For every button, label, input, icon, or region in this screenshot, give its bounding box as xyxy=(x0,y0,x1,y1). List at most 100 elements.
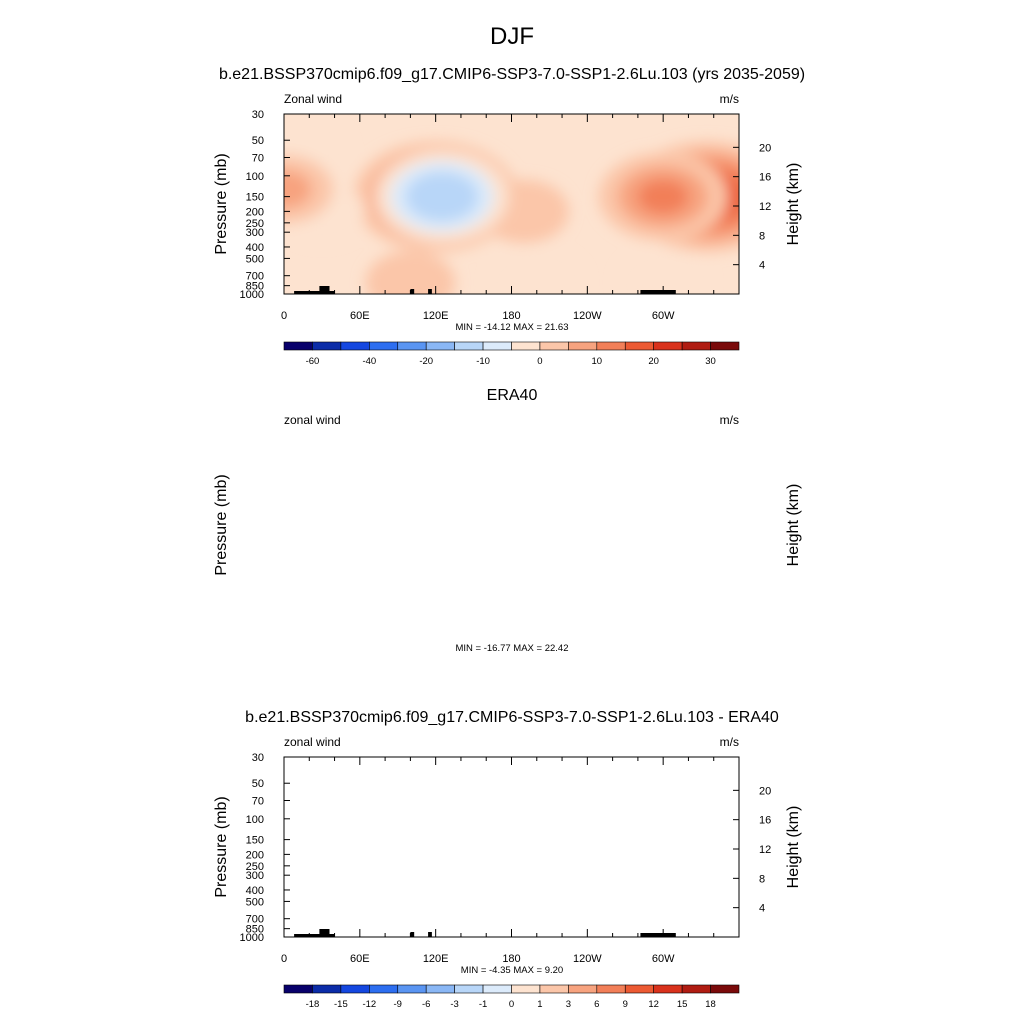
y2-tick-label: 20 xyxy=(759,785,771,797)
contour-blob xyxy=(420,182,464,212)
y2-tick-label: 8 xyxy=(759,873,765,885)
x-tick-label: 0 xyxy=(281,953,287,965)
contour-blob xyxy=(368,888,453,948)
contour-blob xyxy=(524,852,614,915)
topography-block xyxy=(329,291,335,294)
colorbar-box xyxy=(425,984,455,994)
y-tick-label: 400 xyxy=(246,242,264,254)
x-tick-label: 180 xyxy=(502,953,520,965)
colorbar: -18 -15 -12 -9 -6 -3 -1 0 1 3 6 9 12 15 18 xyxy=(283,984,740,1010)
contour-field xyxy=(284,114,739,294)
y-tick-label: 500 xyxy=(246,896,264,908)
colorbar-box xyxy=(653,341,683,351)
panel-title: b.e21.BSSP370cmip6.f09_g17.CMIP6-SSP3-7.… xyxy=(245,709,779,726)
colorbar-box xyxy=(369,341,399,351)
y-axis-label: Pressure (mb) xyxy=(213,796,230,897)
y-tick-label: 400 xyxy=(246,885,264,897)
colorbar-box xyxy=(596,341,626,351)
colorbar-label: 6 xyxy=(594,999,599,1010)
variable-label: Zonal wind xyxy=(284,92,342,106)
y2-tick-label: 4 xyxy=(759,260,765,272)
y-tick-label: 700 xyxy=(246,271,264,283)
y-tick-label: 30 xyxy=(252,109,264,121)
y-tick-label: 30 xyxy=(252,752,264,764)
colorbar-label: -15 xyxy=(334,999,348,1010)
panel-title: ERA40 xyxy=(487,387,538,404)
colorbar-label: -40 xyxy=(362,356,376,367)
colorbar-box xyxy=(482,984,512,994)
y-tick-label: 70 xyxy=(252,152,264,164)
contour-blob xyxy=(698,829,730,851)
colorbar-label: 0 xyxy=(537,356,542,367)
y-tick-label: 850 xyxy=(246,281,264,293)
colorbar-box xyxy=(482,341,512,351)
x-tick-label: 120E xyxy=(423,310,449,322)
panel-title: b.e21.BSSP370cmip6.f09_g17.CMIP6-SSP3-7.… xyxy=(219,66,805,83)
contour-blob xyxy=(295,804,375,860)
y-tick-label: 150 xyxy=(246,835,264,847)
colorbar-label: -18 xyxy=(306,999,320,1010)
panel-obs: ERA40 zonal wind m/s Pressure (mb) Heigh… xyxy=(213,387,802,1010)
x-tick-label: 60E xyxy=(350,953,370,965)
colorbar-label: 30 xyxy=(705,356,716,367)
contour-blob xyxy=(283,796,386,868)
y-tick-label: 200 xyxy=(246,206,264,218)
variable-label: zonal wind xyxy=(284,735,341,749)
topography-block xyxy=(319,929,330,937)
colorbar-box xyxy=(397,984,427,994)
contour-blob xyxy=(618,250,708,294)
y-tick-label: 300 xyxy=(246,227,264,239)
y-tick-label: 200 xyxy=(246,849,264,861)
colorbar-box xyxy=(283,984,313,994)
y-tick-label: 500 xyxy=(246,253,264,265)
topography-block xyxy=(294,291,329,294)
colorbar-box xyxy=(624,984,654,994)
x-tick-label: 120W xyxy=(573,310,602,322)
colorbar-label: 10 xyxy=(592,356,603,367)
contour-blob xyxy=(420,812,477,852)
contour-blob xyxy=(386,902,435,936)
y2-tick-label: 8 xyxy=(759,230,765,242)
y2-tick-label: 12 xyxy=(759,201,771,213)
contour-blob xyxy=(628,804,698,853)
contour-blob xyxy=(668,808,760,871)
y2-tick-label: 16 xyxy=(759,172,771,184)
y-tick-label: 300 xyxy=(246,870,264,882)
colorbar-box xyxy=(539,341,569,351)
topography-block xyxy=(640,933,676,937)
y-tick-label: 850 xyxy=(246,924,264,936)
contour-blob xyxy=(489,249,584,294)
y-axis-label: Pressure (mb) xyxy=(213,474,230,575)
contour-blob xyxy=(643,814,684,842)
colorbar-box xyxy=(539,984,569,994)
colorbar-label: 15 xyxy=(677,999,688,1010)
contour-field xyxy=(282,736,770,952)
x-tick-label: 60E xyxy=(350,310,370,322)
colorbar-box xyxy=(653,984,683,994)
x-tick-label: 60W xyxy=(652,310,675,322)
y-tick-label: 1000 xyxy=(240,289,264,301)
contour-blob xyxy=(637,179,689,215)
field-background xyxy=(284,757,739,937)
colorbar-box xyxy=(596,984,626,994)
topography xyxy=(294,929,676,937)
y-tick-label: 1000 xyxy=(240,932,264,944)
y-tick-label: 250 xyxy=(246,218,264,230)
y-tick-label: 700 xyxy=(246,914,264,926)
colorbar-label: 9 xyxy=(623,999,628,1010)
contour-blob xyxy=(317,820,352,844)
colorbar-box xyxy=(681,984,711,994)
y2-tick-label: 12 xyxy=(759,844,771,856)
plot-frame xyxy=(283,756,740,938)
colorbar-label: -10 xyxy=(476,356,490,367)
topography-block xyxy=(410,289,415,294)
min-max-stats: MIN = -16.77 MAX = 22.42 xyxy=(455,643,568,654)
topography-block xyxy=(428,289,432,294)
contour-blob xyxy=(614,794,712,863)
min-max-stats: MIN = -14.12 MAX = 21.63 xyxy=(455,322,568,333)
colorbar-box xyxy=(369,984,399,994)
field-blobs xyxy=(282,736,770,952)
x-tick-label: 120E xyxy=(423,953,449,965)
y-tick-label: 70 xyxy=(252,795,264,807)
